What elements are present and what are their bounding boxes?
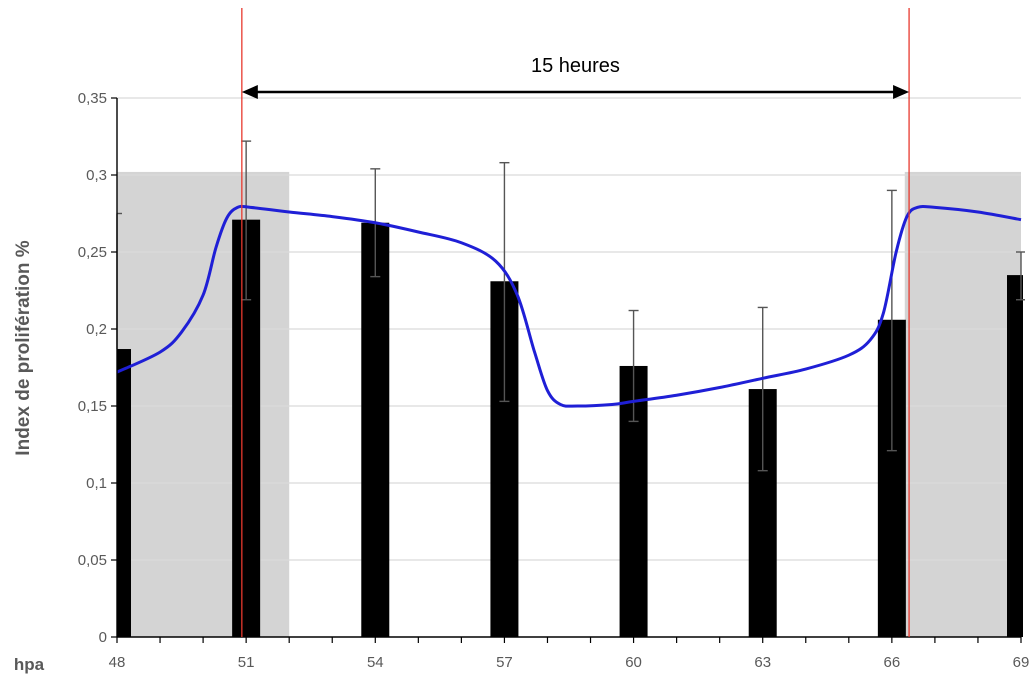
x-tick-label: 63 (754, 654, 771, 671)
error-bar-63 (757, 306, 768, 472)
annotation: 15 heures (241, 55, 910, 99)
error-bar-60 (628, 309, 639, 423)
x-tick-label: 51 (238, 654, 255, 671)
annotation-text: 15 heures (531, 55, 620, 77)
tick-labels: 0 0,05 0,1 0,15 0,2 0,25 0,3 0,35 48 51 54 57 60 63 66… (78, 90, 1030, 671)
x-tick-label: 48 (109, 654, 126, 671)
shaded-region-2 (904, 171, 1021, 638)
y-tick-label: 0,35 (78, 90, 107, 107)
bars (117, 219, 1023, 638)
vertical-markers (241, 8, 910, 637)
bar-54 (361, 222, 390, 638)
y-tick-label: 0,05 (78, 552, 107, 569)
error-bar-51 (241, 140, 252, 301)
curve-layer (116, 204, 1022, 408)
y-tick-label: 0,1 (86, 475, 107, 492)
y-tick-label: 0,2 (86, 321, 107, 338)
x-axis-label: hpa (14, 655, 45, 674)
error-bar-57 (499, 161, 510, 403)
y-tick-label: 0,25 (78, 244, 107, 261)
bar-69 (1007, 275, 1023, 637)
proliferation-curve (116, 204, 1022, 408)
x-tick-label: 69 (1013, 654, 1030, 671)
x-tick-label: 54 (367, 654, 384, 671)
error-bar-66 (886, 189, 897, 452)
shaded-region-1 (117, 171, 290, 638)
axes (111, 97, 1022, 643)
x-tick-label: 57 (496, 654, 513, 671)
error-bar-69 (1016, 251, 1025, 301)
y-tick-label: 0 (99, 629, 107, 646)
bar-48 (117, 349, 131, 637)
annotation-arrow-right (893, 85, 910, 99)
y-tick-label: 0,15 (78, 398, 107, 415)
x-tick-label: 60 (625, 654, 642, 671)
x-tick-label: 66 (884, 654, 901, 671)
y-tick-label: 0,3 (86, 167, 107, 184)
annotation-arrow-left (241, 85, 258, 99)
y-axis-label: Index de prolifération % (13, 240, 34, 455)
